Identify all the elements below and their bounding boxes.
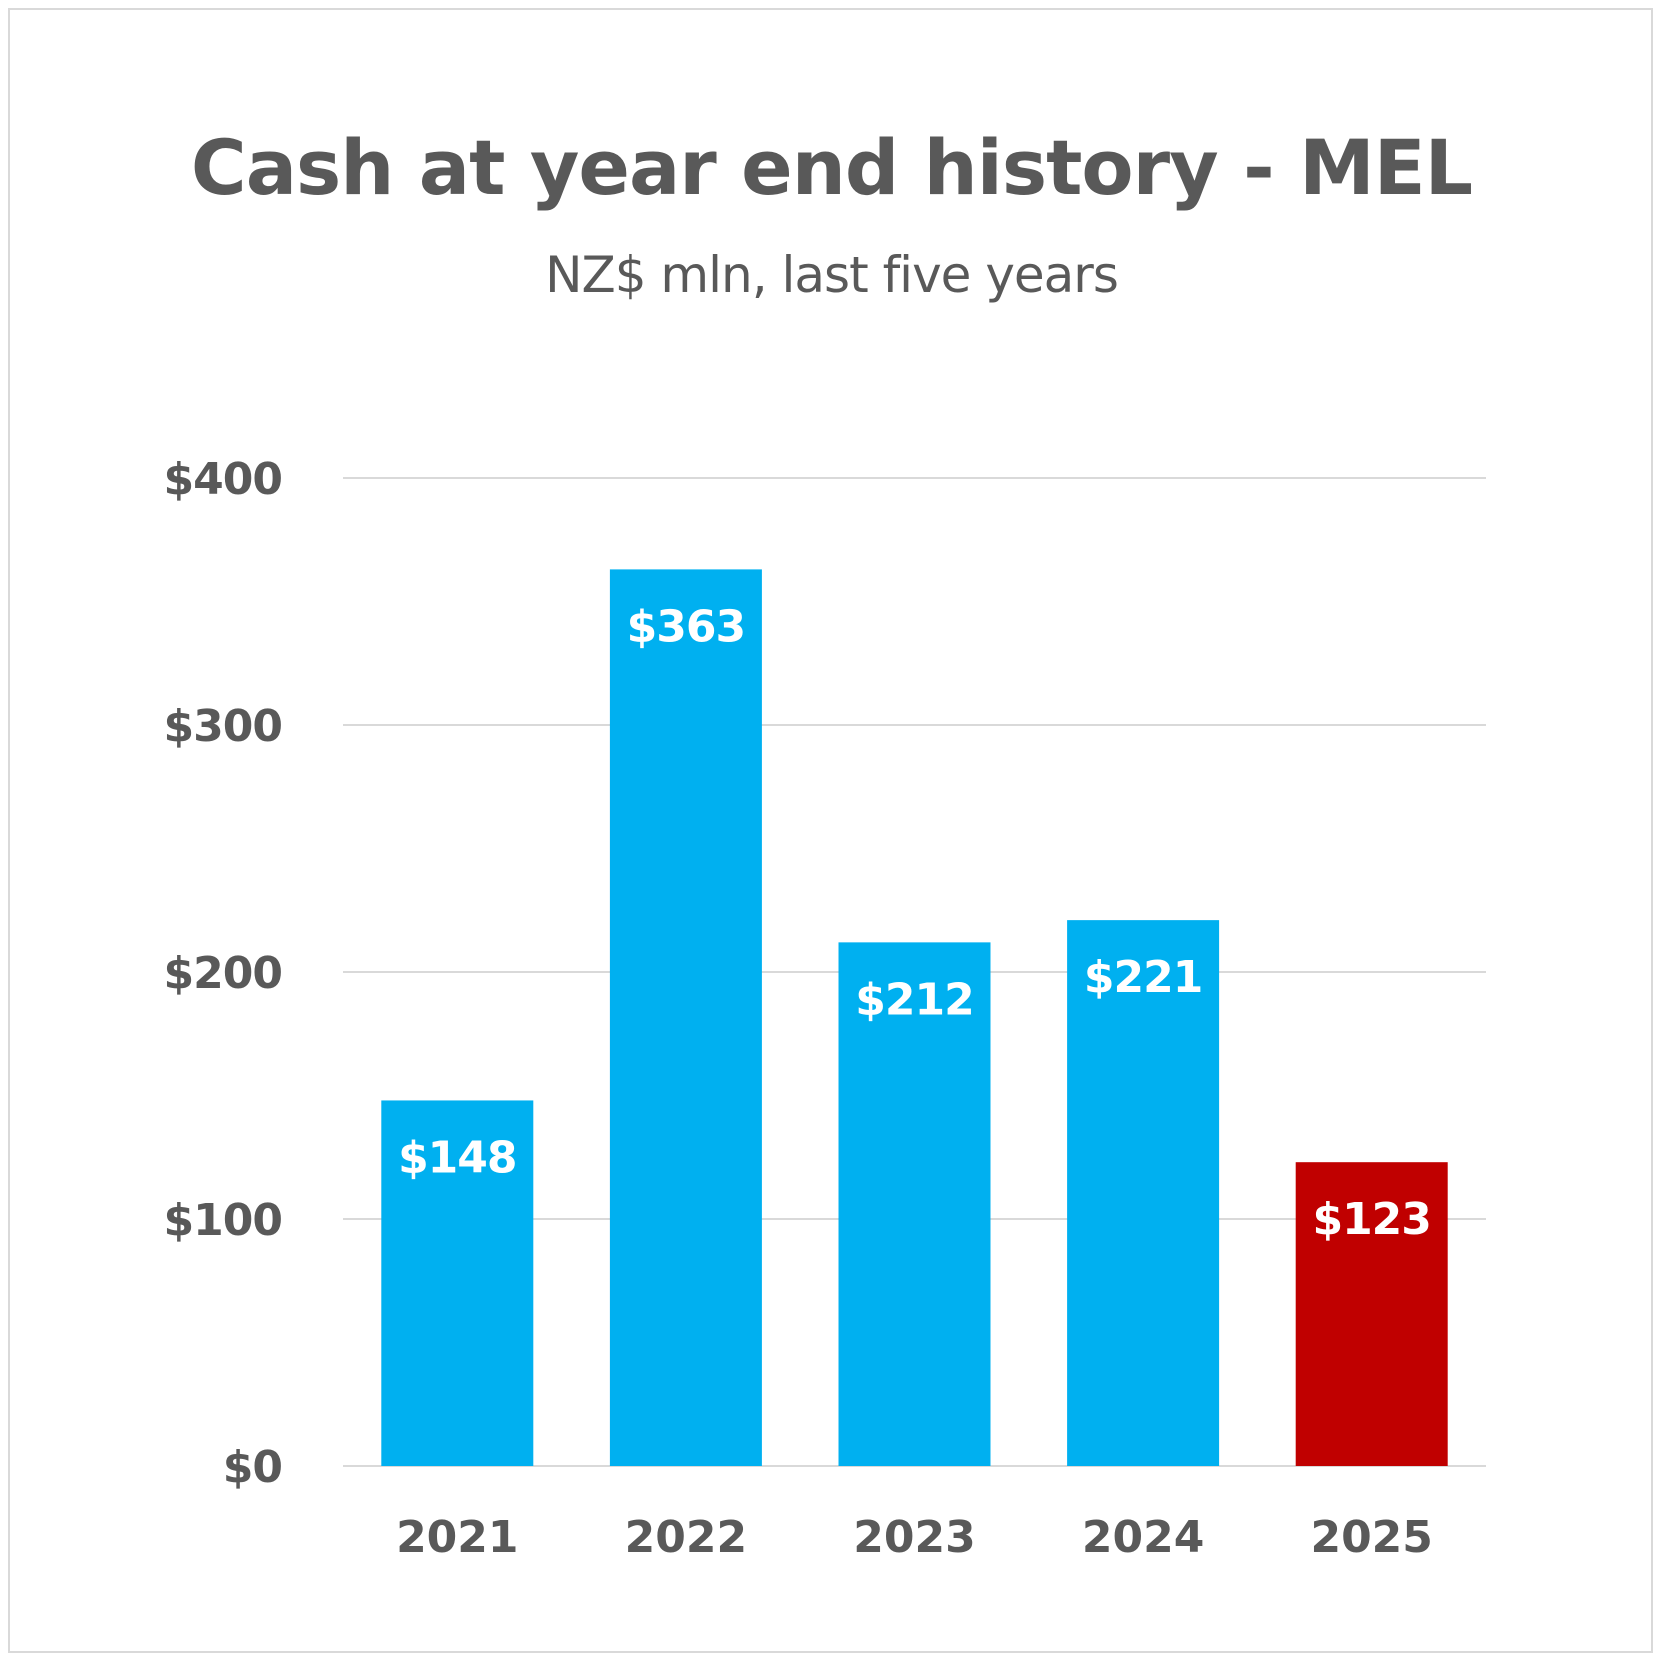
- data-label-2024: $221: [1084, 952, 1202, 1003]
- x-tick-label-2023: 2023: [853, 1512, 975, 1563]
- data-label-2022: $363: [627, 601, 745, 652]
- x-tick-label-2024: 2024: [1082, 1512, 1204, 1563]
- data-label-2021: $148: [398, 1132, 516, 1183]
- bar-2024: [1067, 920, 1220, 1466]
- bar-2025: [1295, 1162, 1448, 1466]
- chart-subtitle: NZ$ mln, last five years: [545, 246, 1119, 304]
- data-label-2025: $123: [1312, 1194, 1430, 1245]
- y-tick-label: $300: [164, 701, 282, 752]
- data-labels: $148 $363 $212 $221 $123: [398, 601, 1432, 1245]
- y-tick-label: $400: [164, 454, 282, 505]
- y-tick-label: $200: [164, 948, 282, 999]
- x-tick-label-2021: 2021: [396, 1512, 518, 1563]
- y-tick-label: $100: [164, 1195, 282, 1246]
- bar-2022: [609, 569, 762, 1466]
- bar-2021: [381, 1100, 534, 1466]
- data-label-2023: $212: [855, 974, 973, 1025]
- x-tick-label-2025: 2025: [1310, 1512, 1432, 1563]
- bar-2023: [838, 942, 991, 1466]
- chart-title: Cash at year end history - MEL: [190, 123, 1473, 212]
- y-axis-ticks: $0 $100 $200 $300 $400: [164, 454, 283, 1493]
- y-tick-label: $0: [223, 1442, 282, 1493]
- bars: [381, 569, 1448, 1466]
- x-tick-label-2022: 2022: [625, 1512, 747, 1563]
- x-axis-ticks: 2021 2022 2023 2024 2025: [396, 1512, 1433, 1563]
